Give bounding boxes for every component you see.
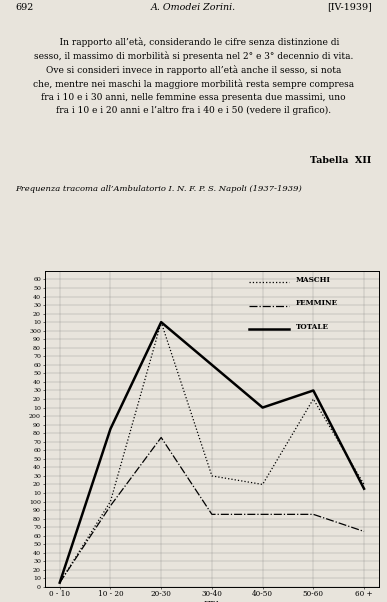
TOTALE [210,361,214,368]
FEMMINE [108,502,113,509]
Text: TOTALE: TOTALE [296,323,329,331]
TOTALE [362,485,366,492]
Text: [IV-1939]: [IV-1939] [327,2,372,11]
TOTALE [311,387,316,394]
Line: MASCHI: MASCHI [60,322,364,583]
X-axis label: ETA: ETA [203,600,221,602]
MASCHI [159,318,163,326]
Text: 692: 692 [15,2,34,11]
Text: Tabella  XII: Tabella XII [310,157,372,166]
TOTALE [260,404,265,411]
MASCHI [260,481,265,488]
FEMMINE [57,579,62,586]
Text: MASCHI: MASCHI [296,276,330,284]
TOTALE [57,579,62,586]
Line: FEMMINE: FEMMINE [60,438,364,583]
FEMMINE [311,510,316,518]
Text: A. Omodei Zorini.: A. Omodei Zorini. [151,2,236,11]
FEMMINE [260,510,265,518]
Line: TOTALE: TOTALE [60,322,364,583]
TOTALE [108,425,113,432]
Text: FEMMINE: FEMMINE [296,299,338,308]
MASCHI [108,498,113,505]
MASCHI [362,481,366,488]
MASCHI [57,579,62,586]
MASCHI [311,396,316,403]
FEMMINE [210,510,214,518]
FEMMINE [159,434,163,441]
FEMMINE [362,528,366,535]
Text: Frequenza tracoma all’Ambulatorio I. N. F. P. S. Napoli (1937-1939): Frequenza tracoma all’Ambulatorio I. N. … [15,185,302,193]
TOTALE [159,318,163,326]
Text: In rapporto all’età, considerando le cifre senza distinzione di
sesso, il massim: In rapporto all’età, considerando le cif… [33,37,354,116]
MASCHI [210,473,214,480]
